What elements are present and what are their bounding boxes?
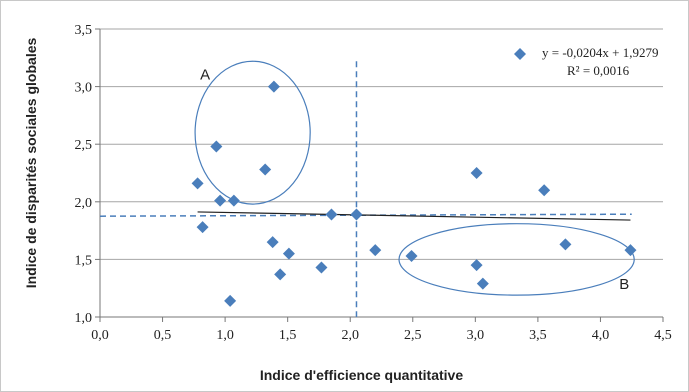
- data-point: [405, 249, 418, 262]
- mean-lines: [99, 61, 632, 317]
- data-point: [267, 80, 280, 93]
- trendline-path: [197, 211, 631, 221]
- cluster-ellipses: AB: [194, 60, 635, 296]
- axes: [99, 29, 663, 318]
- x-tick-label: 2,0: [341, 328, 359, 343]
- x-tick-label: 2,5: [404, 328, 422, 343]
- data-point: [369, 244, 382, 257]
- x-tick-label: 1,0: [216, 328, 234, 343]
- data-point: [559, 238, 572, 251]
- cluster-label-b: B: [619, 276, 629, 293]
- data-point: [191, 177, 204, 190]
- data-points: [191, 80, 637, 307]
- data-point: [227, 194, 240, 207]
- data-point: [470, 167, 483, 179]
- x-tick-label: 0,0: [91, 328, 109, 343]
- data-point: [224, 294, 237, 307]
- trendline: [197, 211, 631, 221]
- x-tick-label: 0,5: [154, 328, 172, 343]
- y-axis-ticks: 1,0 1,5 2,0 2,5 3,0 3,5: [75, 23, 100, 326]
- trendline-r-squared: R² = 0,0016: [567, 63, 630, 78]
- data-point: [266, 236, 279, 249]
- x-tick-label: 3,0: [467, 328, 485, 343]
- data-point: [315, 261, 328, 274]
- data-point: [214, 194, 227, 207]
- data-point: [624, 244, 637, 257]
- y-tick-label: 3,5: [75, 23, 93, 38]
- y-tick-label: 1,5: [75, 253, 93, 268]
- data-point: [325, 208, 338, 221]
- x-tick-label: 3,5: [529, 328, 547, 343]
- data-point: [210, 140, 223, 153]
- data-point: [196, 221, 209, 234]
- x-tick-label: 1,5: [279, 328, 297, 343]
- cluster-ellipse-b: [398, 223, 635, 296]
- data-point: [476, 277, 489, 290]
- y-axis-title: Indice de disparités sociales globales: [23, 38, 39, 289]
- data-point: [470, 259, 483, 272]
- x-tick-label: 4,0: [592, 328, 610, 343]
- y-tick-label: 2,0: [75, 196, 93, 211]
- x-tick-label: 4,5: [654, 328, 672, 343]
- x-axis-title: Indice d'efficience quantitative: [260, 367, 463, 383]
- data-point: [282, 247, 295, 260]
- trendline-equation: y = -0,0204x + 1,9279: [542, 45, 659, 60]
- legend: y = -0,0204x + 1,9279 R² = 0,0016: [514, 45, 659, 78]
- x-axis-ticks: 0,0 0,5 1,0 1,5 2,0 2,5 3,0 3,5 4,0 4,5: [91, 317, 672, 343]
- y-tick-label: 1,0: [75, 311, 93, 326]
- cluster-ellipse-a: [194, 60, 311, 205]
- y-tick-label: 3,0: [75, 81, 93, 96]
- y-tick-label: 2,5: [75, 138, 93, 153]
- data-point: [538, 184, 551, 197]
- cluster-label-a: A: [200, 66, 210, 83]
- data-point: [274, 268, 287, 281]
- data-point: [259, 163, 272, 176]
- data-point: [350, 208, 363, 221]
- legend-marker: [514, 48, 526, 60]
- grid-lines: [100, 28, 663, 260]
